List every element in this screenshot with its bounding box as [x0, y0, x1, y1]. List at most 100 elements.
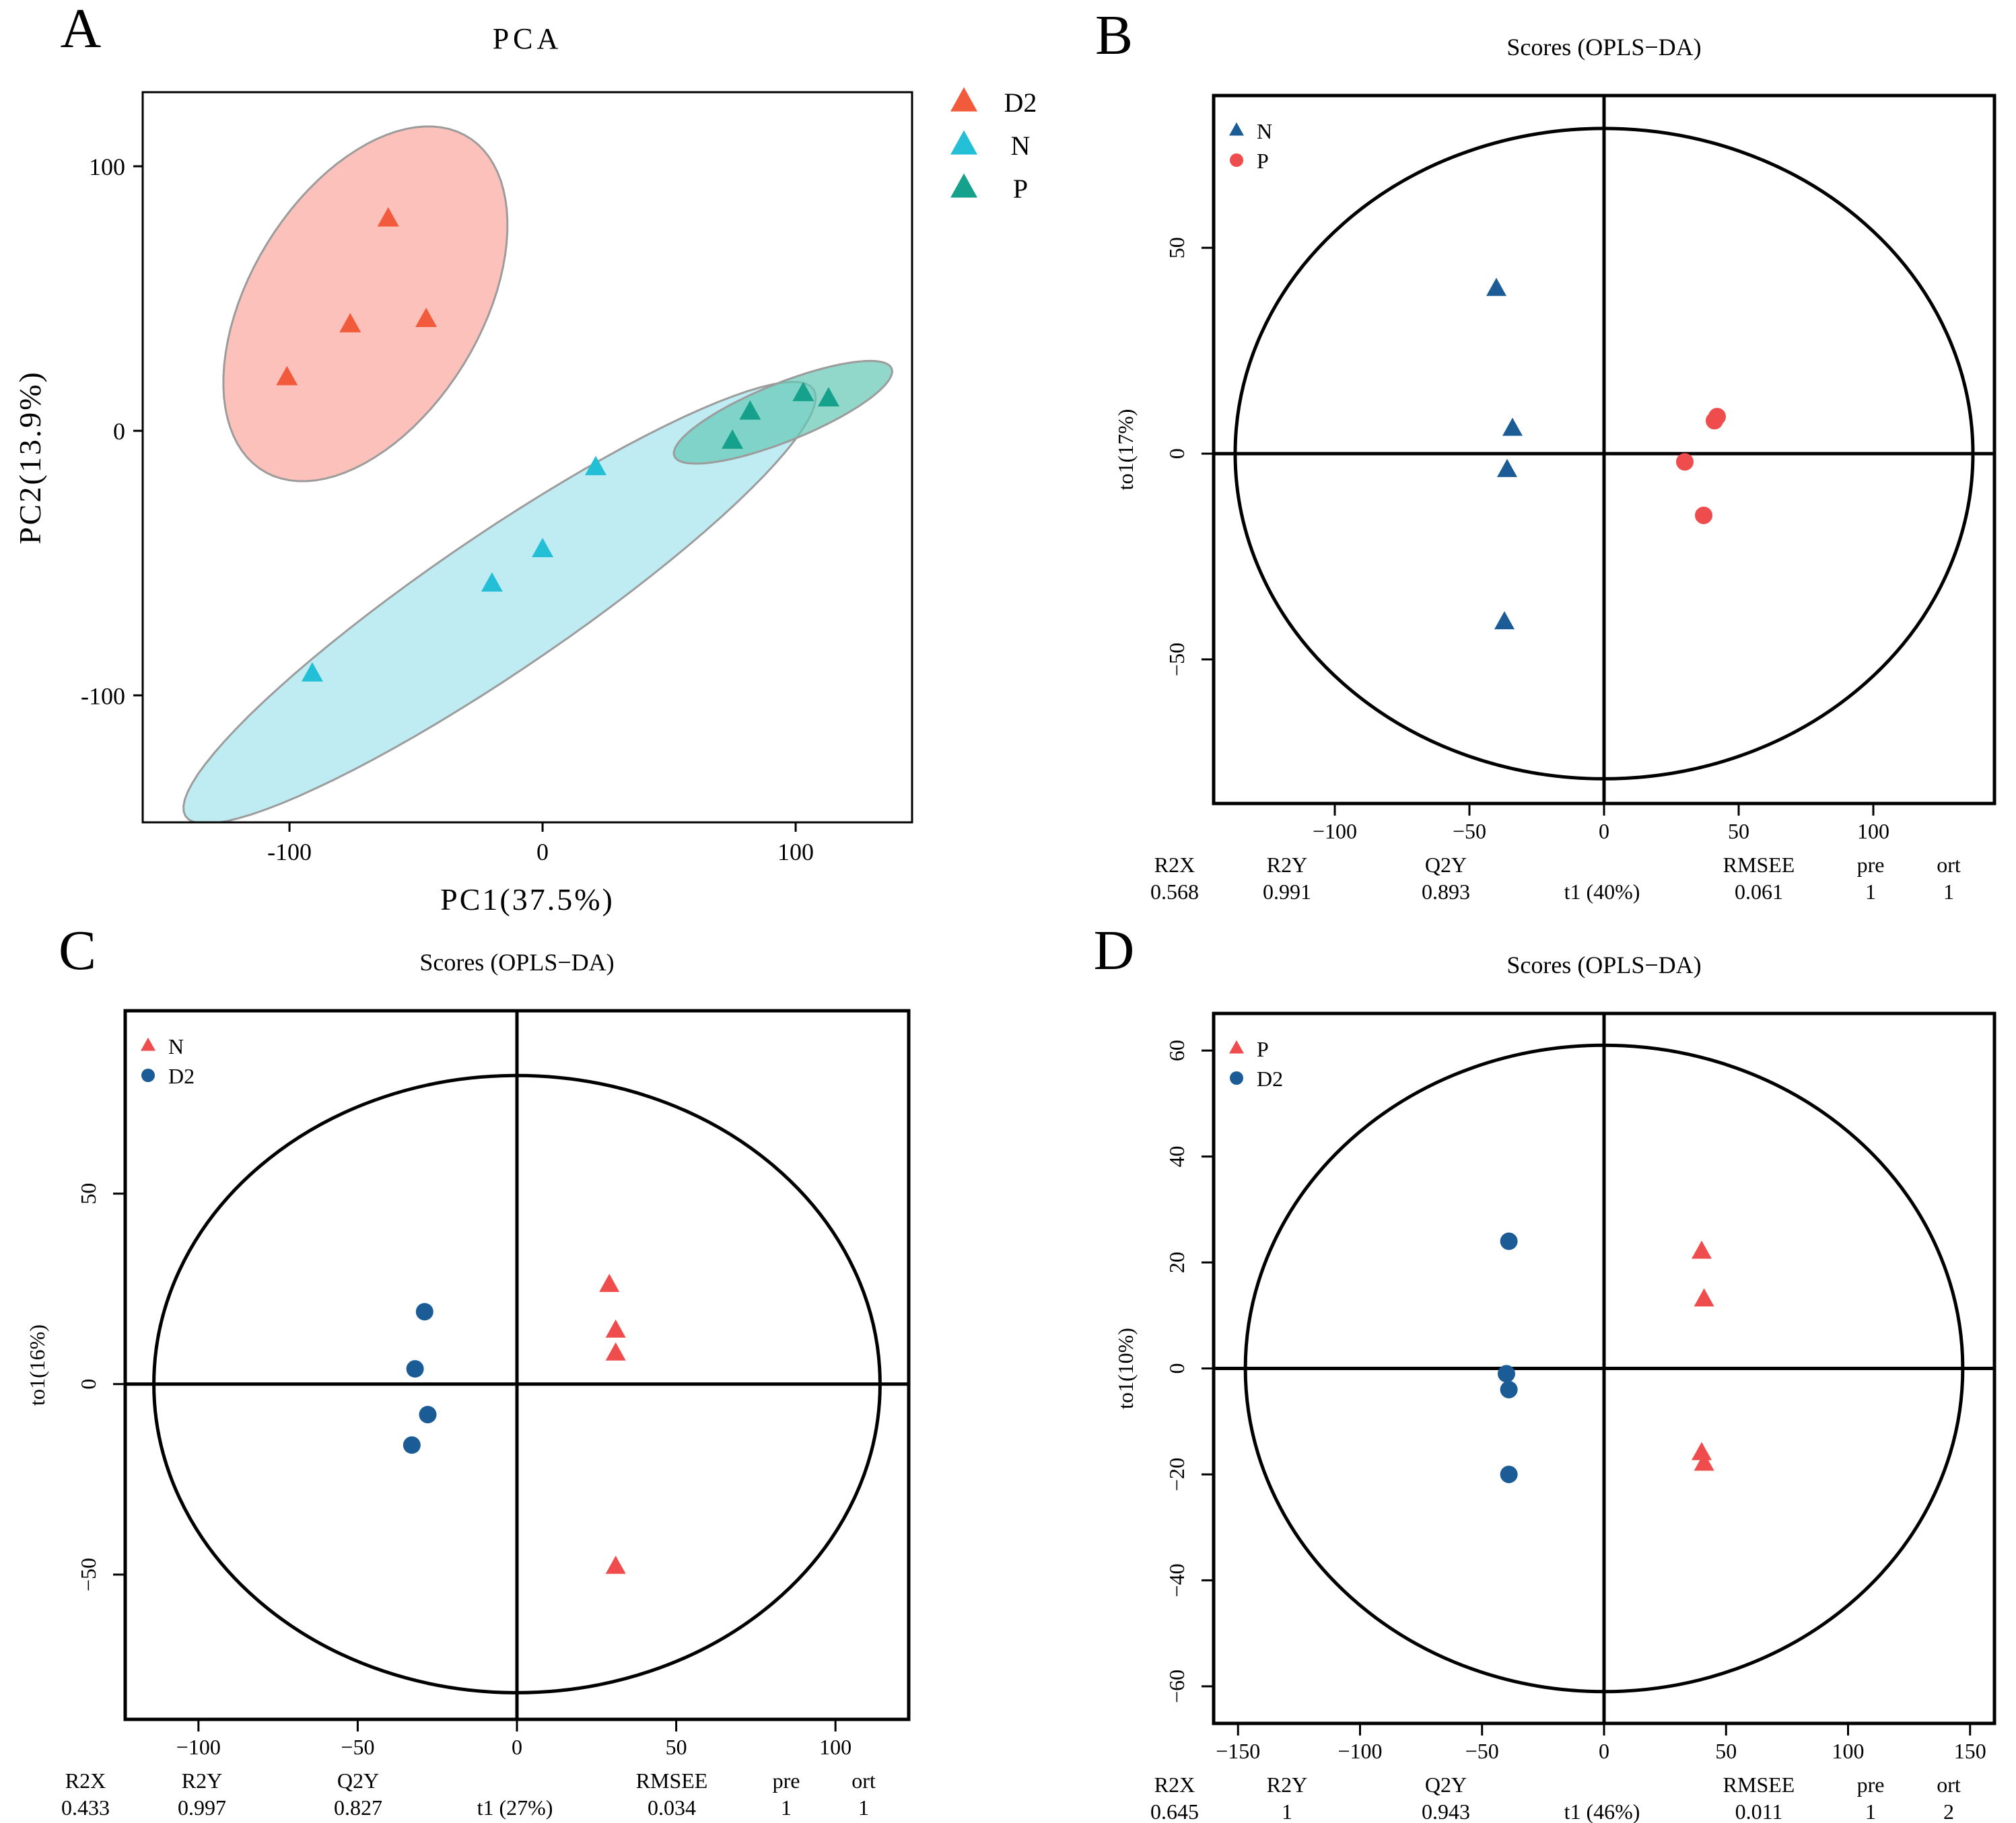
x-axis-label: t1 (46%): [1564, 1799, 1640, 1823]
x-tick-label: 0: [1599, 819, 1609, 843]
point-d2-2: [406, 1360, 424, 1378]
stat-value-r2x: 0.433: [61, 1795, 110, 1820]
x-tick-label: 100: [777, 838, 814, 865]
x-tick-label: −100: [1313, 819, 1357, 843]
stat-header-rmsee: RMSEE: [1723, 1773, 1795, 1797]
stat-value-r2y: 0.991: [1263, 880, 1311, 904]
point-n-2: [532, 538, 554, 558]
legend-label: N: [1257, 119, 1272, 143]
y-tick-label: 0: [76, 1379, 100, 1390]
y-tick-label: −50: [1165, 643, 1189, 676]
x-tick-label: 50: [1715, 1739, 1737, 1763]
stat-value-ort: 1: [1943, 880, 1954, 904]
panel-letter: A: [61, 0, 102, 60]
legend-marker-p: [1230, 153, 1243, 167]
stat-header-pre: pre: [1857, 853, 1885, 877]
x-tick-label: −150: [1216, 1739, 1260, 1763]
point-p-3: [1676, 453, 1694, 471]
stat-header-pre: pre: [773, 1768, 800, 1793]
x-tick-label: 50: [666, 1735, 687, 1759]
legend-marker-n: [141, 1037, 155, 1051]
point-n-1: [599, 1273, 620, 1292]
y-tick-label: −50: [76, 1558, 100, 1592]
stat-value-r2y: 1: [1282, 1799, 1292, 1823]
stat-value-rmsee: 0.061: [1735, 880, 1783, 904]
stat-value-pre: 1: [1865, 880, 1876, 904]
y-tick-label: −20: [1165, 1458, 1189, 1491]
panel-c: C Scores (OPLS−DA) −100 −50 0 50 100 −50 0 50 to1(…: [25, 919, 911, 1820]
x-tick-label: 100: [1832, 1739, 1865, 1763]
point-p-3: [1692, 1441, 1712, 1460]
stat-header-r2y: R2Y: [1267, 853, 1307, 877]
ellipse-d2: [222, 125, 509, 482]
point-p-2: [1706, 412, 1723, 430]
chart-title: Scores (OPLS−DA): [419, 949, 614, 976]
point-p-3: [817, 387, 839, 406]
stat-value-rmsee: 0.011: [1735, 1799, 1783, 1823]
y-axis-label: to1(10%): [1113, 1328, 1138, 1409]
legend-label: D2: [1004, 87, 1037, 118]
stat-header-ort: ort: [1937, 853, 1961, 877]
point-p-4: [722, 429, 744, 449]
stat-header-r2x: R2X: [65, 1768, 106, 1793]
stat-header-r2y: R2Y: [1267, 1773, 1307, 1797]
panel-letter: B: [1095, 4, 1133, 67]
stat-value-r2x: 0.568: [1150, 880, 1199, 904]
legend-label: P: [1257, 149, 1269, 173]
stat-value-q2y: 0.943: [1422, 1799, 1470, 1823]
point-n-3: [481, 572, 503, 592]
stat-header-rmsee: RMSEE: [636, 1768, 708, 1793]
x-tick-label: 150: [1954, 1739, 1986, 1763]
x-tick-label: 0: [1599, 1739, 1609, 1763]
y-tick-label: 40: [1165, 1146, 1189, 1168]
panel-d: D Scores (OPLS−DA) −150 −100 −50 0 50 100 150 −60…: [1094, 919, 1996, 1823]
x-tick-label: −50: [341, 1735, 374, 1759]
chart-title: Scores (OPLS−DA): [1506, 34, 1701, 61]
y-tick-label: −60: [1165, 1670, 1189, 1703]
y-tick-label: −40: [1165, 1563, 1189, 1597]
point-d2-1: [415, 1303, 433, 1321]
point-d2-4: [403, 1436, 421, 1454]
x-tick-label: 0: [512, 1735, 522, 1759]
stat-header-r2x: R2X: [1154, 1773, 1195, 1797]
point-n-4: [605, 1555, 626, 1574]
point-n-3: [605, 1342, 626, 1361]
x-tick-label: 50: [1728, 819, 1749, 843]
stat-header-pre: pre: [1857, 1773, 1885, 1797]
point-d2-4: [1500, 1465, 1518, 1483]
plot-area: [1214, 96, 1994, 803]
point-n-1: [1486, 277, 1506, 296]
point-p-1: [1692, 1240, 1712, 1259]
legend-label: D2: [1257, 1067, 1283, 1091]
y-axis-label: to1(17%): [1113, 409, 1138, 491]
stat-value-q2y: 0.827: [334, 1795, 382, 1820]
y-tick-label: 100: [89, 153, 125, 180]
y-tick-label: 60: [1165, 1040, 1189, 1061]
y-tick-label: 0: [113, 418, 125, 445]
y-tick-label: 0: [1165, 448, 1189, 459]
legend-label: P: [1013, 174, 1028, 204]
x-tick-label: −50: [1465, 1739, 1499, 1763]
legend-marker-d2: [141, 1069, 155, 1082]
point-n-3: [1497, 458, 1517, 477]
stat-value-r2x: 0.645: [1150, 1799, 1199, 1823]
legend-label: P: [1257, 1037, 1269, 1061]
y-tick-label: 20: [1165, 1252, 1189, 1273]
stat-header-r2x: R2X: [1154, 853, 1195, 877]
point-d2-1: [1500, 1232, 1518, 1250]
point-n-1: [585, 456, 607, 476]
legend-marker-d2: [1230, 1071, 1243, 1085]
y-tick-label: -100: [81, 682, 125, 709]
x-axis-label: t1 (40%): [1564, 880, 1640, 904]
ellipse-n: [182, 380, 817, 822]
legend-marker-d2: [950, 87, 977, 112]
panel-a: A PCA -100 0 100 -100 0 100 PC1(37.5%) PC2(13.9%)…: [13, 0, 1037, 917]
plot-frame: [141, 91, 913, 824]
point-p-2: [792, 382, 814, 402]
panel-letter: C: [59, 919, 96, 982]
point-n-2: [605, 1319, 626, 1338]
stat-value-pre: 1: [781, 1795, 792, 1820]
plot-area: [182, 125, 893, 822]
stat-header-ort: ort: [851, 1768, 876, 1793]
